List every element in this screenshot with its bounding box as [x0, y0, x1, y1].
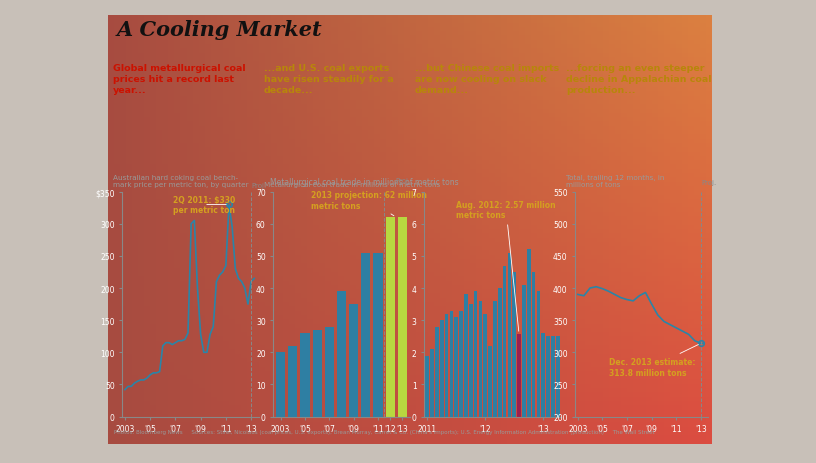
Bar — [459, 311, 463, 417]
Bar — [276, 352, 286, 417]
Bar — [488, 346, 492, 417]
Bar — [469, 305, 472, 417]
Bar — [517, 334, 521, 417]
Bar — [300, 333, 309, 417]
Bar — [522, 285, 526, 417]
Bar — [556, 337, 560, 417]
Text: Photos: Bloomberg News     Sources: Stifel, Nicolaus (coal prices, U.S. exports): Photos: Bloomberg News Sources: Stifel, … — [113, 429, 654, 434]
Bar — [483, 314, 487, 417]
Text: Proj.: Proj. — [702, 180, 716, 186]
Bar — [464, 295, 468, 417]
Bar — [445, 314, 448, 417]
Bar — [313, 330, 322, 417]
Text: 2Q 2011: $330
per metric ton: 2Q 2011: $330 per metric ton — [173, 195, 235, 215]
Text: Australian hard coking coal bench-
mark price per metric ton, by quarter: Australian hard coking coal bench- mark … — [113, 175, 249, 188]
Bar — [397, 218, 407, 417]
Text: ...forcing an even steeper
decline in Appalachian coal
production...: ...forcing an even steeper decline in Ap… — [566, 64, 712, 95]
Bar — [455, 317, 458, 417]
Bar — [325, 327, 334, 417]
Bar — [551, 337, 555, 417]
Bar — [527, 250, 530, 417]
Bar — [493, 301, 497, 417]
Text: 2013 projection: 62 million
metric tons: 2013 projection: 62 million metric tons — [311, 191, 427, 216]
Bar — [349, 305, 358, 417]
Bar — [503, 266, 507, 417]
Bar — [374, 253, 383, 417]
Bar — [361, 253, 370, 417]
Bar — [337, 292, 346, 417]
Text: ...but Chinese coal imports
are now cooling on slack
demand...: ...but Chinese coal imports are now cool… — [415, 64, 559, 95]
Text: Metallurgical coal trade in millions of metric tons: Metallurgical coal trade in millions of … — [264, 181, 441, 188]
Text: Proj.: Proj. — [251, 182, 267, 188]
Bar — [288, 346, 297, 417]
Bar — [508, 253, 511, 417]
Text: Aug. 2012: 2.57 million
metric tons: Aug. 2012: 2.57 million metric tons — [456, 200, 556, 332]
Bar — [512, 272, 516, 417]
Bar — [498, 288, 502, 417]
Text: Proj.: Proj. — [395, 177, 410, 183]
Bar — [425, 356, 429, 417]
Bar — [440, 320, 444, 417]
Bar — [532, 272, 535, 417]
Bar — [430, 349, 434, 417]
Bar — [450, 311, 453, 417]
Text: Metallurgical coal trade in millions of metric tons: Metallurgical coal trade in millions of … — [270, 177, 459, 186]
Text: A Cooling Market: A Cooling Market — [117, 19, 322, 39]
Bar — [386, 218, 395, 417]
Bar — [474, 292, 477, 417]
Text: ...and U.S. coal exports
have risen steadily for a
decade...: ...and U.S. coal exports have risen stea… — [264, 64, 394, 95]
Text: Dec. 2013 estimate:
313.8 million tons: Dec. 2013 estimate: 313.8 million tons — [609, 345, 698, 377]
Text: Global metallurgical coal
prices hit a record last
year...: Global metallurgical coal prices hit a r… — [113, 64, 246, 95]
Bar — [546, 337, 550, 417]
Bar — [435, 327, 439, 417]
Bar — [478, 301, 482, 417]
Bar — [537, 292, 540, 417]
Text: Total, trailing 12 months, in
millions of tons: Total, trailing 12 months, in millions o… — [566, 175, 664, 188]
Bar — [541, 333, 545, 417]
